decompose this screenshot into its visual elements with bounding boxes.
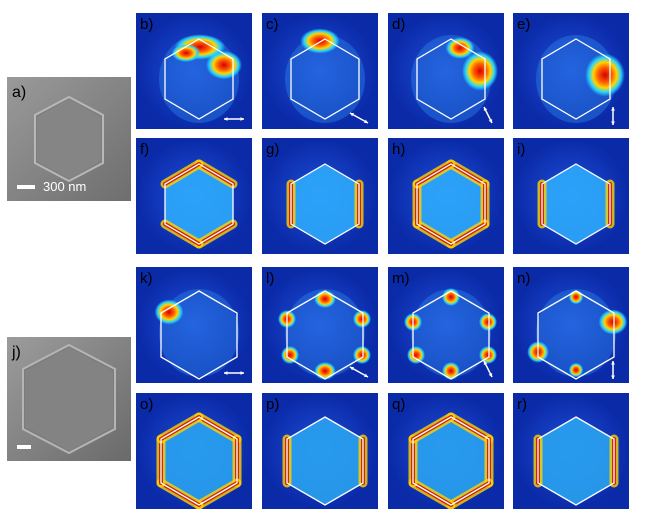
horizontal-arrow-icon <box>224 371 244 375</box>
panel-label-f: f) <box>140 141 150 158</box>
heatmap-graphic-b <box>136 13 252 129</box>
panel-label-n: n) <box>517 270 531 287</box>
hexagon-outline <box>541 38 611 120</box>
hexagon-outline <box>160 416 238 506</box>
diagonal-up-arrow-icon <box>483 360 493 378</box>
heatmap-panel-p: p) <box>262 393 378 509</box>
vertical-arrow-icon <box>611 361 615 379</box>
panel-label-r: r) <box>517 396 527 413</box>
horizontal-arrow-icon <box>224 117 244 121</box>
heatmap-panel-n: n) <box>513 267 629 383</box>
panel-label-p: p) <box>266 396 280 413</box>
heatmap-panel-h: h) <box>388 138 504 254</box>
panel-label-k: k) <box>140 270 153 287</box>
heatmap-graphic-g <box>262 138 378 254</box>
heatmap-panel-q: q) <box>388 393 504 509</box>
heatmap-graphic-o <box>136 393 252 509</box>
hexagon-outline <box>416 38 486 120</box>
hexagon-outline <box>412 416 490 506</box>
panel-label-d: d) <box>392 16 406 33</box>
heatmap-panel-f: f) <box>136 138 252 254</box>
heatmap-panel-o: o) <box>136 393 252 509</box>
hexagon-outline <box>164 163 234 245</box>
scale-bar-j <box>17 445 31 449</box>
panel-label-l: l) <box>266 270 275 287</box>
panel-label-j: j) <box>12 344 21 361</box>
heatmap-graphic-r <box>513 393 629 509</box>
heatmap-graphic-p <box>262 393 378 509</box>
panel-label-a: a) <box>12 84 27 101</box>
heatmap-graphic-c <box>262 13 378 129</box>
sem-hexagon-graphic-large <box>7 337 131 461</box>
heatmap-panel-m: m) <box>388 267 504 383</box>
sem-image-large: j) <box>7 337 131 461</box>
hexagon-outline <box>164 38 234 120</box>
heatmap-graphic-i <box>513 138 629 254</box>
panel-label-e: e) <box>517 16 531 33</box>
heatmap-panel-i: i) <box>513 138 629 254</box>
scale-bar <box>17 185 35 189</box>
heatmap-panel-c: c) <box>262 13 378 129</box>
scale-bar-text: 300 nm <box>43 179 87 194</box>
heatmap-panel-g: g) <box>262 138 378 254</box>
diagonal-up-arrow-icon <box>483 106 493 124</box>
vertical-arrow-icon <box>611 107 615 125</box>
hexagon-outline <box>286 290 364 380</box>
panel-label-i: i) <box>517 141 526 158</box>
panel-label-m: m) <box>392 270 410 287</box>
hexagon-outline <box>160 290 238 380</box>
hexagon-outline <box>416 163 486 245</box>
heatmap-graphic-e <box>513 13 629 129</box>
heatmap-graphic-k <box>136 267 252 383</box>
hexagon-outline <box>290 38 360 120</box>
heatmap-panel-k: k) <box>136 267 252 383</box>
heatmap-graphic-d <box>388 13 504 129</box>
panel-label-b: b) <box>140 16 154 33</box>
hexagon-outline <box>290 163 360 245</box>
panel-label-c: c) <box>266 16 279 33</box>
sem-hexagon-graphic <box>7 77 131 201</box>
heatmap-graphic-f <box>136 138 252 254</box>
hexagon-outline <box>412 290 490 380</box>
heatmap-panel-r: r) <box>513 393 629 509</box>
heatmap-panel-d: d) <box>388 13 504 129</box>
heatmap-graphic-l <box>262 267 378 383</box>
heatmap-panel-b: b) <box>136 13 252 129</box>
hexagon-outline <box>541 163 611 245</box>
panel-label-q: q) <box>392 396 406 413</box>
panel-label-o: o) <box>140 396 154 413</box>
diagonal-down-arrow-icon <box>349 366 369 378</box>
diagonal-down-arrow-icon <box>349 112 369 124</box>
sem-image-small: a) 300 nm <box>7 77 131 201</box>
heatmap-graphic-n <box>513 267 629 383</box>
heatmap-graphic-m <box>388 267 504 383</box>
heatmap-graphic-q <box>388 393 504 509</box>
heatmap-graphic-h <box>388 138 504 254</box>
heatmap-panel-l: l) <box>262 267 378 383</box>
panel-label-h: h) <box>392 141 406 158</box>
hexagon-outline <box>537 290 615 380</box>
heatmap-panel-e: e) <box>513 13 629 129</box>
hexagon-outline <box>537 416 615 506</box>
hexagon-outline <box>286 416 364 506</box>
panel-label-g: g) <box>266 141 280 158</box>
